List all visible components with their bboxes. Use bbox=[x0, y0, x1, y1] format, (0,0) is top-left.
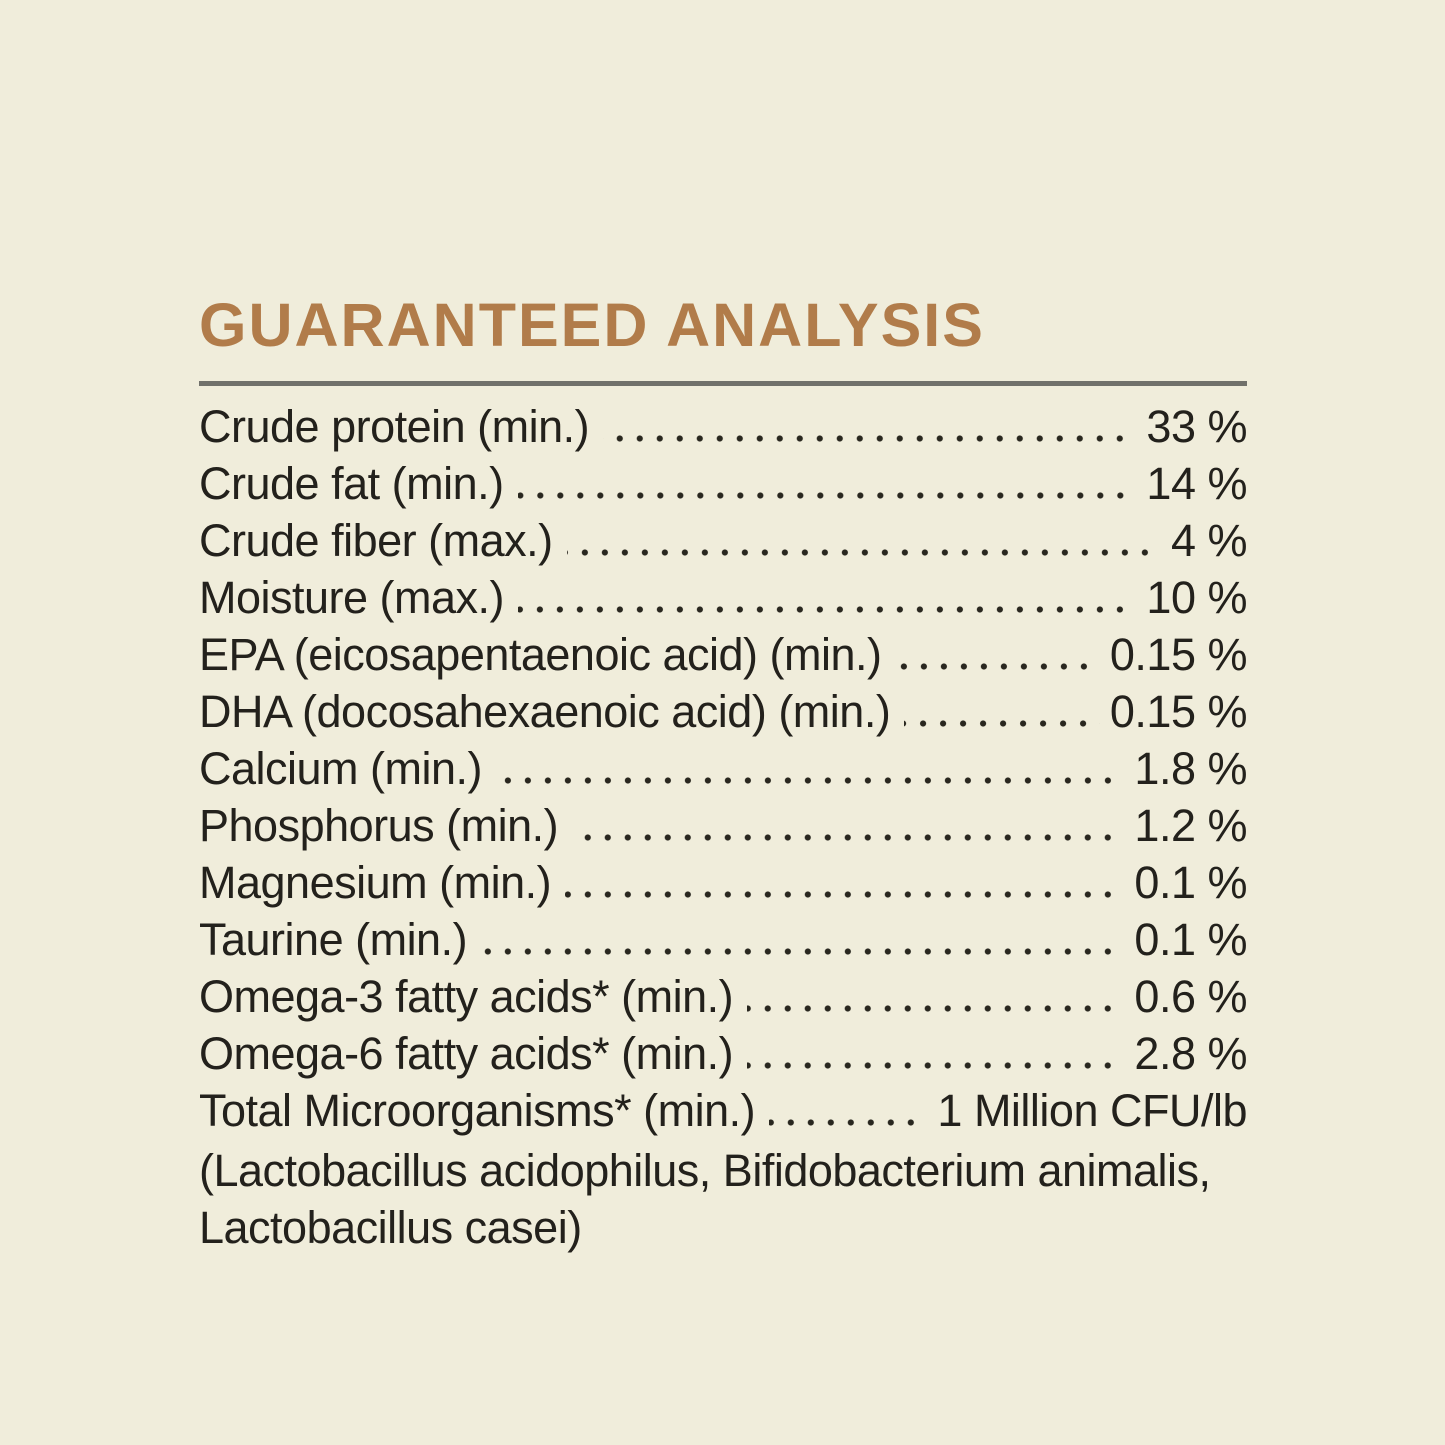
table-row: Taurine (min.) 0.1 % bbox=[199, 914, 1247, 971]
table-row: Crude fiber (max.) 4 % bbox=[199, 515, 1248, 572]
nutrient-value: 2.8 % bbox=[1134, 1028, 1247, 1079]
table-row: DHA (docosahexaenoic acid) (min.) 0.15 % bbox=[199, 686, 1248, 743]
nutrient-label: Phosphorus (min.) bbox=[199, 800, 559, 851]
dotted-leader bbox=[904, 720, 1100, 727]
table-row: Omega-3 fatty acids* (min.) 0.6 % bbox=[199, 971, 1247, 1028]
nutrient-value: 0.15 % bbox=[1109, 686, 1248, 737]
dotted-leader bbox=[572, 834, 1125, 841]
nutrient-label: EPA (eicosapentaenoic acid) (min.) bbox=[199, 629, 882, 680]
nutrient-value: 1.2 % bbox=[1134, 800, 1247, 851]
footnote-line: (Lactobacillus acidophilus, Bifidobacter… bbox=[199, 1142, 1247, 1199]
footnote-text: Lactobacillus casei) bbox=[199, 1202, 582, 1253]
nutrient-label: DHA (docosahexaenoic acid) (min.) bbox=[199, 686, 891, 737]
footnote-line: Lactobacillus casei) bbox=[199, 1199, 1247, 1256]
nutrient-label: Calcium (min.) bbox=[199, 743, 483, 794]
nutrient-label: Magnesium (min.) bbox=[199, 857, 552, 908]
nutrient-value: 14 % bbox=[1146, 458, 1247, 509]
nutrient-value: 1 Million CFU/lb bbox=[937, 1085, 1247, 1136]
dotted-leader bbox=[603, 435, 1137, 442]
nutrient-label: Omega-3 fatty acids* (min.) bbox=[199, 971, 734, 1022]
nutrient-label: Crude protein (min.) bbox=[199, 401, 590, 452]
dotted-leader bbox=[517, 492, 1137, 499]
table-row: Crude protein (min.) 33 % bbox=[199, 401, 1247, 458]
nutrient-label: Taurine (min.) bbox=[199, 914, 468, 965]
dotted-leader bbox=[769, 1119, 928, 1126]
table-row: Omega-6 fatty acids* (min.) 2.8 % bbox=[199, 1028, 1247, 1085]
table-row: Magnesium (min.) 0.1 % bbox=[199, 857, 1247, 914]
table-row: Total Microorganisms* (min.) 1 Million C… bbox=[199, 1085, 1247, 1142]
nutrient-value: 0.1 % bbox=[1134, 914, 1247, 965]
dotted-leader bbox=[496, 777, 1125, 784]
nutrient-label: Crude fiber (max.) bbox=[199, 515, 553, 566]
title-divider bbox=[199, 381, 1247, 386]
nutrient-label: Omega-6 fatty acids* (min.) bbox=[199, 1028, 734, 1079]
nutrient-label: Moisture (max.) bbox=[199, 572, 505, 623]
dotted-leader bbox=[895, 663, 1100, 670]
table-row: Calcium (min.) 1.8 % bbox=[199, 743, 1247, 800]
dotted-leader bbox=[566, 549, 1161, 556]
nutrient-value: 33 % bbox=[1146, 401, 1247, 452]
guaranteed-analysis-panel: GUARANTEED ANALYSIS Crude protein (min.)… bbox=[199, 291, 1248, 1256]
footnote-text: (Lactobacillus acidophilus, Bifidobacter… bbox=[199, 1145, 1211, 1196]
table-row: Moisture (max.) 10 % bbox=[199, 572, 1247, 629]
nutrient-value: 1.8 % bbox=[1134, 743, 1247, 794]
dotted-leader bbox=[565, 891, 1125, 898]
dotted-leader bbox=[747, 1062, 1125, 1069]
nutrient-value: 0.15 % bbox=[1109, 629, 1248, 680]
dotted-leader bbox=[481, 948, 1125, 955]
nutrient-label: Crude fat (min.) bbox=[199, 458, 504, 509]
nutrient-value: 10 % bbox=[1146, 572, 1247, 623]
analysis-table: Crude protein (min.) 33 % Crude fat (min… bbox=[199, 401, 1248, 1256]
dotted-leader bbox=[747, 1005, 1125, 1012]
dotted-leader bbox=[518, 606, 1137, 613]
nutrient-value: 4 % bbox=[1170, 515, 1248, 566]
page-title: GUARANTEED ANALYSIS bbox=[199, 291, 985, 359]
nutrient-label: Total Microorganisms* (min.) bbox=[199, 1085, 756, 1136]
nutrient-value: 0.6 % bbox=[1134, 971, 1247, 1022]
table-row: EPA (eicosapentaenoic acid) (min.) 0.15 … bbox=[199, 629, 1248, 686]
nutrient-value: 0.1 % bbox=[1134, 857, 1247, 908]
table-row: Crude fat (min.) 14 % bbox=[199, 458, 1247, 515]
table-row: Phosphorus (min.) 1.2 % bbox=[199, 800, 1247, 857]
